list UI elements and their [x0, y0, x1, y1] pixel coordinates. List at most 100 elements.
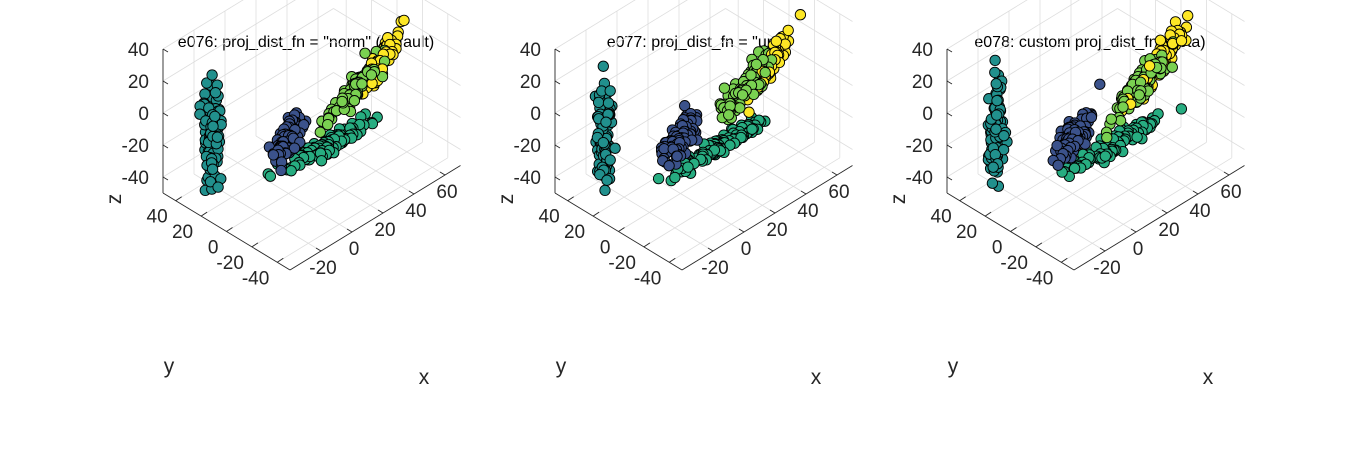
x-tick-mark — [769, 209, 776, 214]
z-tick-label: -40 — [906, 168, 933, 189]
scatter-point-series-1 — [204, 176, 217, 188]
grid-line — [763, 0, 853, 54]
scatter-point-series-1 — [989, 148, 1001, 161]
z-tick-mark — [554, 176, 561, 181]
x-axis-line — [681, 165, 853, 271]
z-tick-mark — [946, 80, 953, 85]
z-tick-label: -20 — [122, 136, 149, 157]
scatter-point-series-3 — [1114, 115, 1127, 127]
y-tick-mark — [669, 257, 676, 263]
y-tick-mark — [959, 196, 966, 202]
z-tick-label: -40 — [514, 168, 541, 189]
scatter-point-series-4 — [770, 35, 782, 47]
y-tick-label: -20 — [608, 253, 635, 274]
z-tick-label: 40 — [520, 40, 541, 61]
z-tick-mark — [946, 144, 953, 149]
grid-line — [1117, 40, 1245, 118]
scatter-point-series-1 — [602, 97, 615, 109]
scatter-point-series-3 — [736, 89, 749, 101]
x-tick-label: 0 — [1133, 239, 1144, 260]
x-tick-mark — [831, 171, 838, 176]
y-tick-label: 40 — [931, 207, 952, 228]
scatter-point-series-1 — [599, 184, 611, 197]
grid — [946, 0, 1245, 263]
grid-line — [1010, 126, 1182, 232]
scatter-points — [589, 9, 807, 197]
grid-line — [554, 72, 726, 178]
x-axis-label: x — [1203, 366, 1214, 389]
subplot-title: e078: custom proj_dist_fn (Beta) — [974, 34, 1205, 51]
z-tick-label: -40 — [122, 168, 149, 189]
x-tick-mark — [377, 209, 384, 214]
y-tick-mark — [200, 211, 208, 217]
scatter-point-series-1 — [986, 177, 999, 189]
grid-line — [1117, 8, 1245, 86]
z-tick-label: 20 — [128, 72, 149, 93]
scatter-point-series-0 — [1085, 111, 1098, 123]
scatter-point-series-4 — [1175, 35, 1188, 47]
y-tick-mark — [618, 227, 625, 232]
y-tick-mark — [643, 242, 651, 248]
scatter-point-series-3 — [314, 126, 326, 138]
x-tick-label: 40 — [405, 201, 426, 222]
grid-line — [371, 0, 461, 54]
x-tick-mark — [1161, 209, 1168, 214]
z-tick-mark — [162, 144, 169, 149]
x-tick-mark — [315, 247, 322, 252]
grid-line — [643, 142, 815, 248]
scatter-point-series-3 — [1105, 113, 1117, 125]
grid-line — [554, 40, 726, 146]
grid-line — [162, 0, 296, 82]
x-tick-mark — [1130, 228, 1137, 233]
scatter-point-series-1 — [604, 154, 616, 166]
y-tick-label: 0 — [208, 238, 219, 259]
z-axis-label: z — [887, 194, 910, 205]
axes — [554, 48, 853, 271]
scatter-point-series-2 — [1175, 103, 1188, 115]
grid-line — [1035, 142, 1207, 248]
scatter-point-series-2 — [652, 172, 665, 185]
scatter-point-series-1 — [201, 77, 213, 89]
scatter-point-series-2 — [264, 170, 277, 182]
scatter-point-series-1 — [209, 87, 222, 99]
scatter-points — [194, 14, 410, 197]
y-tick-mark — [277, 257, 284, 263]
grid-line — [162, 72, 334, 178]
y-tick-label: -20 — [1000, 253, 1027, 274]
scatter-point-series-4 — [1154, 34, 1167, 46]
z-tick-label: 20 — [912, 72, 933, 93]
x-tick-label: 0 — [741, 239, 752, 260]
scatter-point-series-3 — [723, 109, 735, 121]
z-tick-label: -20 — [514, 136, 541, 157]
scatter-point-series-3 — [356, 78, 368, 90]
x-tick-label: -20 — [1093, 258, 1120, 279]
scatter-point-series-3 — [359, 47, 371, 59]
scatter-point-series-3 — [336, 95, 348, 108]
scatter-point-series-2 — [1131, 131, 1143, 143]
scatter-point-series-0 — [275, 164, 287, 177]
grid-line — [226, 126, 398, 232]
x-tick-mark — [707, 247, 714, 252]
x-tick-mark — [1223, 171, 1230, 176]
grid-line — [162, 0, 244, 50]
scatter-point-series-3 — [1101, 131, 1113, 144]
grid-line — [333, 40, 461, 118]
grid-line — [162, 40, 334, 146]
subplot-title: e077: proj_dist_fn = "unif" — [607, 34, 790, 51]
y-tick-label: -40 — [1026, 268, 1053, 289]
scatter-point-series-3 — [1166, 61, 1178, 73]
scatter-point-series-3 — [322, 118, 334, 131]
scatter-point-series-3 — [376, 70, 389, 83]
scatter-point-series-3 — [750, 58, 763, 71]
z-tick-label: 0 — [922, 104, 933, 125]
x-tick-label: 20 — [1158, 220, 1179, 241]
scatter-point-series-2 — [746, 123, 758, 135]
scatter-point-series-1 — [991, 94, 1003, 107]
scatter-point-series-0 — [671, 150, 683, 162]
grid-line — [554, 8, 726, 114]
grid-line — [946, 0, 1080, 82]
scatter-point-series-1 — [206, 163, 219, 175]
x-tick-mark — [800, 190, 807, 195]
y-tick-mark — [567, 196, 574, 202]
